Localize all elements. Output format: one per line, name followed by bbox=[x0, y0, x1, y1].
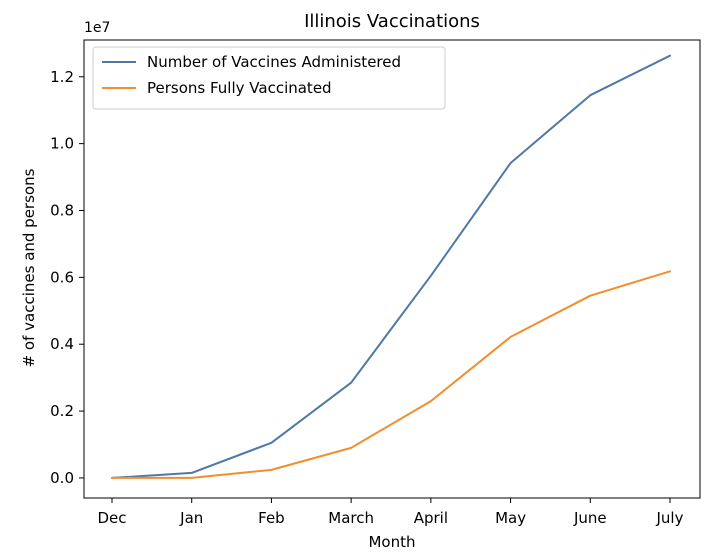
plot-area: Dec Jan Feb March April May June July 0.0 0.2 0.4 0… bbox=[50, 39, 701, 527]
y-axis-label: # of vaccines and persons bbox=[20, 168, 38, 367]
x-tick-label: March bbox=[328, 509, 374, 527]
legend-box bbox=[92, 46, 446, 110]
chart-title: Illinois Vaccinations bbox=[304, 11, 480, 32]
x-tick-label: April bbox=[414, 509, 448, 527]
x-axis-label: Month bbox=[368, 533, 415, 551]
legend-label: Persons Fully Vaccinated bbox=[147, 79, 332, 97]
y-tick-label: 1.2 bbox=[50, 68, 74, 86]
x-tick-label: July bbox=[656, 509, 684, 527]
y-axis-offset-label: 1e7 bbox=[84, 20, 110, 36]
series-line-2 bbox=[111, 270, 671, 479]
y-tick-label: 0.8 bbox=[50, 201, 74, 219]
x-tick-label: Jan bbox=[179, 509, 203, 527]
legend: Number of Vaccines Administered Persons F… bbox=[92, 46, 446, 110]
y-tick-label: 0.6 bbox=[50, 268, 74, 286]
y-tick-label: 1.0 bbox=[50, 135, 74, 153]
y-tick-label: 0.0 bbox=[50, 469, 74, 487]
x-tick-label: June bbox=[573, 509, 607, 527]
y-tick-label: 0.2 bbox=[50, 402, 74, 420]
x-tick-label: May bbox=[495, 509, 526, 527]
y-tick-label: 0.4 bbox=[50, 335, 74, 353]
legend-label: Number of Vaccines Administered bbox=[147, 53, 401, 71]
axes-frame bbox=[83, 39, 701, 499]
series-line-1 bbox=[111, 54, 671, 479]
x-tick-label: Feb bbox=[258, 509, 285, 527]
x-tick-label: Dec bbox=[97, 509, 126, 527]
